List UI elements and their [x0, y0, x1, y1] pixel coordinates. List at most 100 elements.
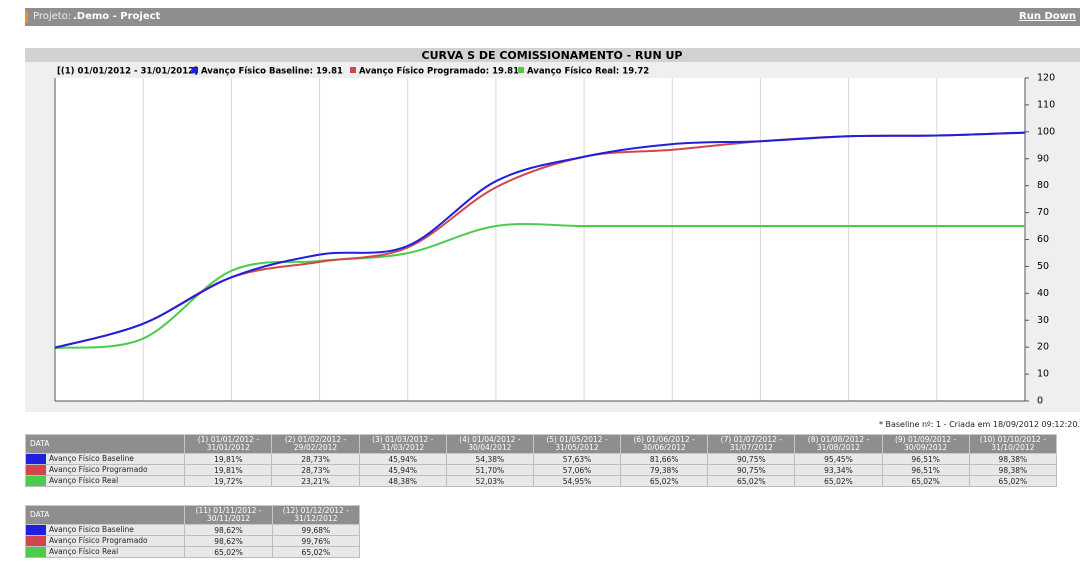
- y-tick-label: 50: [1037, 261, 1049, 272]
- header-cell: (12) 01/12/2012 - 31/12/2012: [271, 505, 361, 525]
- color-swatch: [26, 476, 46, 486]
- y-tick-label: 10: [1037, 369, 1049, 380]
- header-cell: (10) 01/10/2012 - 31/10/2012: [968, 434, 1058, 454]
- value-cell: 45,94%: [358, 464, 447, 476]
- header-row: DATA (11) 01/11/2012 - 30/11/2012 (12) 01/…: [24, 505, 361, 525]
- header-cell: DATA: [24, 505, 186, 525]
- value-cell: 65,02%: [968, 475, 1058, 487]
- value-cell: 65,02%: [620, 475, 709, 487]
- y-tick-label: 20: [1037, 342, 1049, 353]
- y-tick-label: 80: [1037, 180, 1049, 191]
- legend-label: Avanço Físico Programado: 19.81: [359, 67, 519, 77]
- value-cell: 54,95%: [532, 475, 622, 487]
- data-row: Avanço Físico Real 19,72% 23,21% 48,38% 52,0…: [24, 475, 1058, 487]
- value-cell: 48,38%: [358, 475, 447, 487]
- value-cell: 65,02%: [881, 475, 970, 487]
- value-cell: 98,62%: [184, 535, 273, 547]
- y-tick-label: 60: [1037, 234, 1049, 245]
- value-cell: 19,72%: [184, 475, 273, 487]
- row-label: Avanço Físico Programado: [24, 464, 186, 476]
- legend-swatch: [518, 67, 524, 73]
- value-cell: 65,02%: [794, 475, 883, 487]
- data-row: Avanço Físico Programado 98,62% 99,76%: [24, 535, 361, 547]
- value-cell: 52,03%: [445, 475, 534, 487]
- value-cell: 19,81%: [184, 453, 273, 465]
- data-row: Avanço Físico Baseline 98,62% 99,68%: [24, 524, 361, 536]
- color-swatch: [26, 536, 46, 546]
- series-name: Avanço Físico Baseline: [49, 454, 134, 463]
- legend-swatch: [350, 67, 356, 73]
- chart-title: CURVA S DE COMISSIONAMENTO - RUN UP: [422, 49, 683, 62]
- value-cell: 57,06%: [532, 464, 622, 476]
- y-tick-label: 0: [1037, 396, 1043, 407]
- series-line: [54, 222, 1025, 349]
- data-row: Avanço Físico Programado 19,81% 28,73% 45,9…: [24, 464, 1058, 476]
- value-cell: 54,38%: [445, 453, 534, 465]
- value-cell: 65,02%: [184, 546, 273, 558]
- series-name: Avanço Físico Baseline: [49, 525, 134, 534]
- header-cell: (6) 01/06/2012 - 30/06/2012: [620, 434, 709, 454]
- row-label: Avanço Físico Baseline: [24, 524, 186, 536]
- value-cell: 19,81%: [184, 464, 273, 476]
- series-name: Avanço Físico Real: [49, 476, 119, 485]
- value-cell: 99,76%: [271, 535, 361, 547]
- data-table: DATA (1) 01/01/2012 - 31/01/2012 (2) 01/02…: [24, 434, 1058, 487]
- value-cell: 57,63%: [532, 453, 622, 465]
- series-line: [54, 131, 1026, 349]
- value-cell: 98,62%: [184, 524, 273, 536]
- header-cell: (9) 01/09/2012 - 30/09/2012: [881, 434, 970, 454]
- footnote: * Baseline nº: 1 - Criada em 18/09/2012 …: [878, 420, 1080, 429]
- value-cell: 81,66%: [620, 453, 709, 465]
- y-tick-label: 120: [1037, 73, 1055, 84]
- header-cell: (2) 01/02/2012 - 29/02/2012: [271, 434, 360, 454]
- plot-area: [55, 78, 1025, 401]
- data-table: DATA (11) 01/11/2012 - 30/11/2012 (12) 01/…: [24, 505, 361, 558]
- color-swatch: [26, 465, 46, 475]
- y-tick-label: 70: [1037, 207, 1049, 218]
- value-cell: 28,73%: [271, 464, 360, 476]
- header-cell: DATA: [24, 434, 186, 454]
- value-cell: 65,02%: [271, 546, 361, 558]
- value-cell: 28,73%: [271, 453, 360, 465]
- bar-marker: [25, 11, 28, 23]
- y-tick-label: 100: [1037, 126, 1055, 137]
- value-cell: 98,38%: [968, 464, 1058, 476]
- value-cell: 90,75%: [707, 453, 796, 465]
- value-cell: 98,38%: [968, 453, 1058, 465]
- value-cell: 45,94%: [358, 453, 447, 465]
- legend-swatch: [192, 67, 198, 73]
- value-cell: 99,68%: [271, 524, 361, 536]
- header-cell: (7) 01/07/2012 - 31/07/2012: [707, 434, 796, 454]
- value-cell: 51,70%: [445, 464, 534, 476]
- legend-label: Avanço Físico Real: 19.72: [527, 67, 649, 77]
- y-tick-label: 40: [1037, 288, 1049, 299]
- value-cell: 90,75%: [707, 464, 796, 476]
- value-cell: 93,34%: [794, 464, 883, 476]
- value-cell: 95,45%: [794, 453, 883, 465]
- header-row: DATA (1) 01/01/2012 - 31/01/2012 (2) 01/02…: [24, 434, 1058, 454]
- period-label: [(1) 01/01/2012 - 31/01/2012]: [57, 67, 198, 77]
- y-tick-label: 90: [1037, 153, 1049, 164]
- y-tick-label: 110: [1037, 99, 1055, 110]
- run-down-link[interactable]: Run Down: [1019, 11, 1076, 22]
- color-swatch: [26, 454, 46, 464]
- series-name: Avanço Físico Real: [49, 547, 119, 556]
- data-row: Avanço Físico Baseline 19,81% 28,73% 45,94%…: [24, 453, 1058, 465]
- series-name: Avanço Físico Programado: [49, 465, 148, 474]
- legend-label: Avanço Físico Baseline: 19.81: [201, 67, 343, 77]
- color-swatch: [26, 525, 46, 535]
- value-cell: 96,51%: [881, 453, 970, 465]
- value-cell: 96,51%: [881, 464, 970, 476]
- project-name: .Demo - Project: [73, 11, 161, 22]
- series-name: Avanço Físico Programado: [49, 536, 148, 545]
- title-bar: [25, 48, 1080, 62]
- row-label: Avanço Físico Baseline: [24, 453, 186, 465]
- header-cell: (11) 01/11/2012 - 30/11/2012: [184, 505, 273, 525]
- project-label: Projeto:: [33, 11, 72, 22]
- y-tick-label: 30: [1037, 315, 1049, 326]
- row-label: Avanço Físico Real: [24, 546, 186, 558]
- color-swatch: [26, 547, 46, 557]
- header-cell: (1) 01/01/2012 - 31/01/2012: [184, 434, 273, 454]
